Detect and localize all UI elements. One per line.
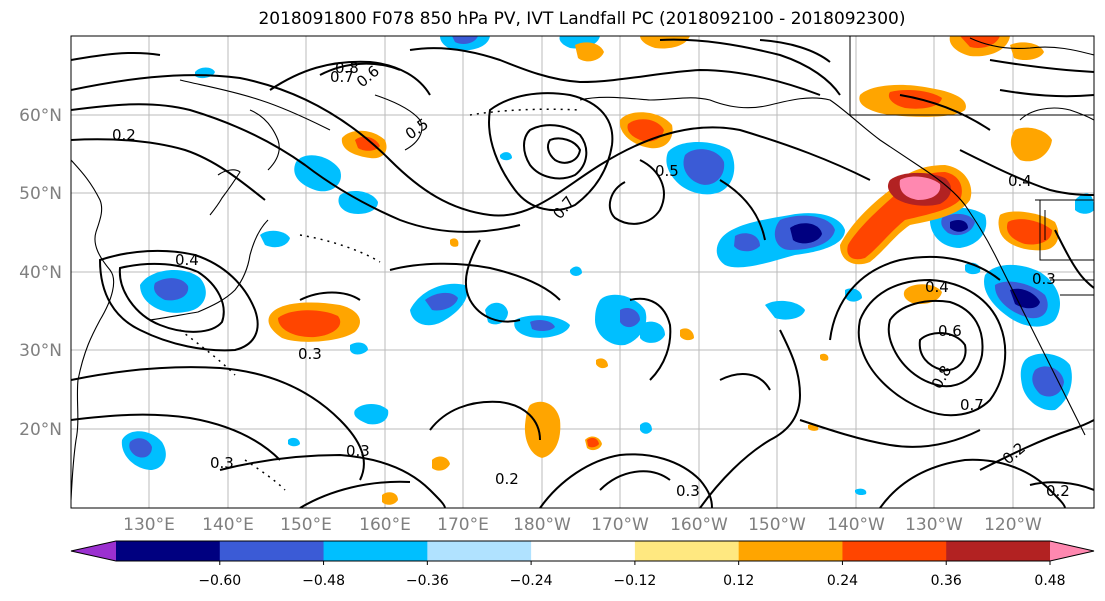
borders xyxy=(849,36,1094,296)
map-border xyxy=(70,35,1095,509)
colorbar-outline xyxy=(70,540,1095,562)
lon-label: 150°W xyxy=(748,515,806,535)
colorbar-cells xyxy=(116,541,1051,561)
coastlines xyxy=(71,37,1094,501)
contour-label: 0.3 xyxy=(210,454,234,472)
colorbar-cell xyxy=(531,541,636,561)
contour-lines xyxy=(71,38,1094,508)
lon-label: 170°E xyxy=(437,515,489,535)
map-title: 2018091800 F078 850 hPa PV, IVT Landfall… xyxy=(258,9,906,29)
longitude-labels: 130°E 140°E 150°E 160°E 170°E 180°W 170°… xyxy=(123,515,1042,535)
colorbar-cell xyxy=(323,541,428,561)
lon-label: 180°W xyxy=(513,515,571,535)
colorbar-tick-label: 0.48 xyxy=(1034,573,1065,589)
lat-label: 40°N xyxy=(19,263,62,283)
contour-label: 0.3 xyxy=(346,442,370,460)
lon-label: 120°W xyxy=(984,515,1042,535)
colorbar-tick-label: 0.24 xyxy=(827,573,858,589)
lon-label: 130°W xyxy=(905,515,963,535)
colorbar-extend-high xyxy=(1050,541,1094,561)
colorbar-tick-label: −0.48 xyxy=(302,573,345,589)
colorbar-tick-label: −0.12 xyxy=(613,573,656,589)
colorbar-cell xyxy=(842,541,947,561)
colorbar: −0.60 −0.48 −0.36 −0.24 −0.12 0.12 0.24 0.36 0.4… xyxy=(70,540,1095,589)
island-chain xyxy=(179,108,581,491)
colorbar-cell xyxy=(116,541,221,561)
colorbar-extend-low xyxy=(71,541,116,561)
colorbar-cell xyxy=(738,541,843,561)
colorbar-tick-label: −0.36 xyxy=(406,573,449,589)
lon-label: 140°E xyxy=(202,515,254,535)
lon-label: 160°E xyxy=(359,515,411,535)
lat-label: 20°N xyxy=(19,420,62,440)
colorbar-tick-label: −0.60 xyxy=(198,573,241,589)
contour-label: 0.2 xyxy=(112,126,136,144)
lat-label: 30°N xyxy=(19,341,62,361)
lon-label: 170°W xyxy=(591,515,649,535)
lon-label: 130°E xyxy=(123,515,175,535)
contour-label: 0.7 xyxy=(960,396,984,414)
colorbar-tick-label: −0.24 xyxy=(510,573,553,589)
colorbar-cell xyxy=(634,541,740,561)
colorbar-tick-label: 0.36 xyxy=(931,573,962,589)
lat-label: 60°N xyxy=(19,106,62,126)
contour-label: 0.2 xyxy=(495,470,519,488)
contour-label: 0.6 xyxy=(938,322,962,340)
lon-label: 150°E xyxy=(280,515,332,535)
contour-label: 0.2 xyxy=(1046,482,1070,500)
contour-label: 0.4 xyxy=(1008,172,1032,190)
colorbar-tick-label: 0.12 xyxy=(723,573,754,589)
contour-label: 0.3 xyxy=(676,482,700,500)
lon-label: 140°W xyxy=(827,515,885,535)
contour-label: 0.4 xyxy=(925,278,949,296)
contour-label: 0.7 xyxy=(330,68,354,86)
lat-label: 50°N xyxy=(19,184,62,204)
colorbar-cell xyxy=(946,541,1051,561)
latitude-labels: 60°N 50°N 40°N 30°N 20°N xyxy=(19,106,62,440)
contour-label: 0.5 xyxy=(655,162,679,180)
contour-label: 0.8 xyxy=(335,59,359,77)
colorbar-cell xyxy=(219,541,325,561)
contour-label: 0.4 xyxy=(175,251,199,269)
colorbar-ticks: −0.60 −0.48 −0.36 −0.24 −0.12 0.12 0.24 0.36 0.4… xyxy=(198,561,1066,589)
contour-label: 0.3 xyxy=(1032,270,1056,288)
contour-label: 0.3 xyxy=(298,345,322,363)
lon-label: 160°W xyxy=(670,515,728,535)
colorbar-cell xyxy=(427,541,532,561)
